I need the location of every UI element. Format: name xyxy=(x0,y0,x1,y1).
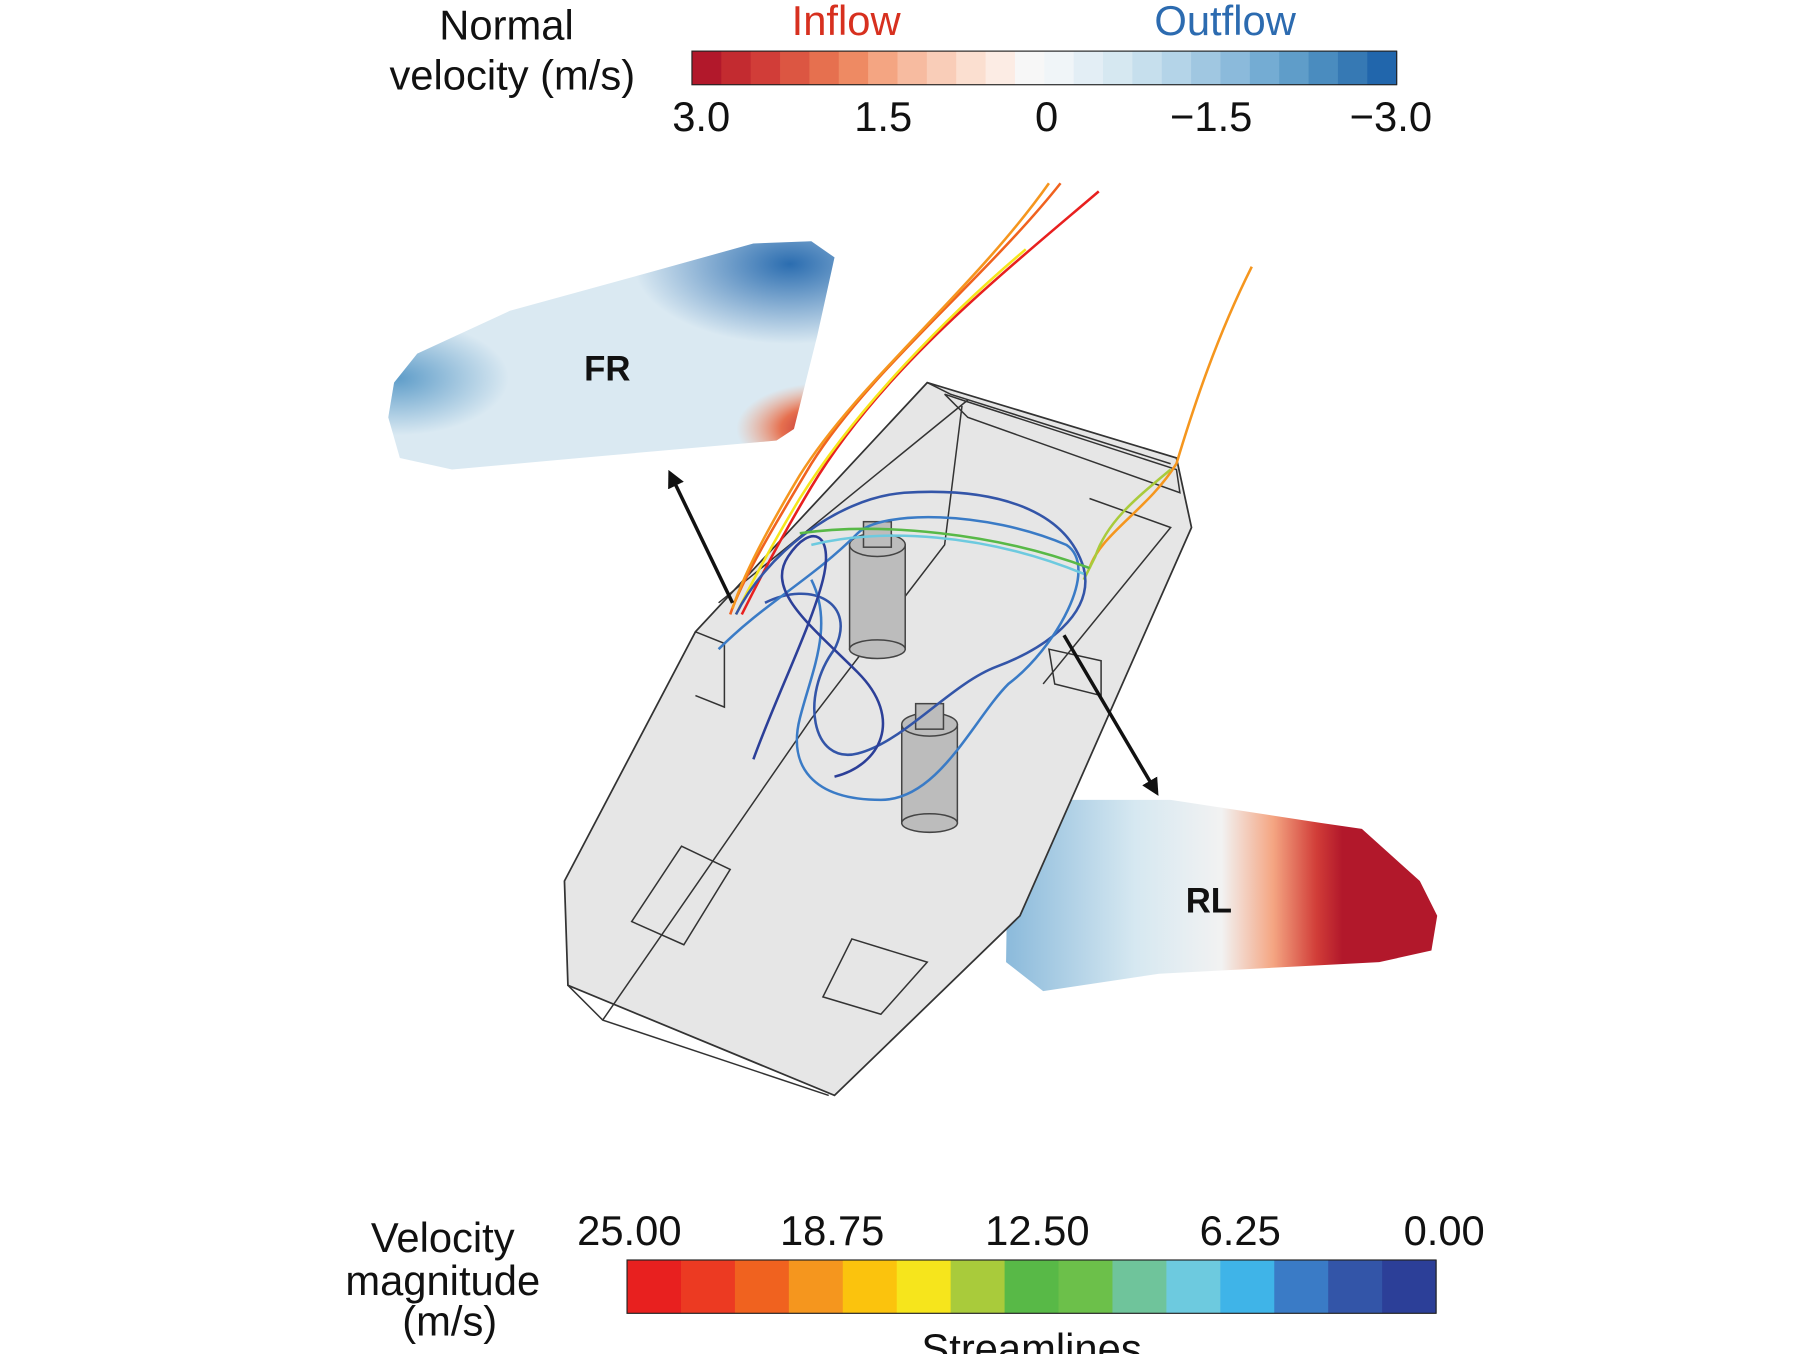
colorbar-caption: Streamlines xyxy=(921,1325,1141,1354)
colorbar-segment xyxy=(1220,51,1251,85)
colorbar-segment xyxy=(734,1260,790,1314)
rl-panel: RL xyxy=(1006,799,1438,992)
colorbar-segment xyxy=(1308,51,1339,85)
colorbar-segment xyxy=(1073,51,1104,85)
colorbar-segment xyxy=(926,51,957,85)
colorbar-segment xyxy=(721,51,752,85)
legend-title-line: (m/s) xyxy=(402,1297,497,1344)
colorbar-tick-label: 12.50 xyxy=(985,1207,1089,1254)
colorbar-segment xyxy=(750,51,781,85)
car-model xyxy=(563,381,1193,1097)
colorbar-segment xyxy=(1166,1260,1221,1314)
colorbar-segment xyxy=(896,1260,952,1314)
colorbar-segment xyxy=(956,51,987,85)
colorbar-segment xyxy=(1004,1260,1060,1314)
colorbar-segment xyxy=(691,51,722,85)
legend-title-line: velocity (m/s) xyxy=(389,51,635,98)
legend-title-line: Normal xyxy=(439,2,573,49)
colorbar-tick-label: 0.00 xyxy=(1404,1207,1485,1254)
colorbar-ticks: 25.00 18.75 12.50 6.25 0.00 xyxy=(577,1207,1485,1254)
colorbar-segment xyxy=(1220,1260,1275,1314)
colorbar xyxy=(691,51,1398,85)
colorbar-segment xyxy=(1103,51,1133,85)
colorbar-segment xyxy=(809,51,840,85)
colorbar-segment xyxy=(1161,51,1192,85)
colorbar-segment xyxy=(1249,51,1280,85)
streamlines xyxy=(717,182,1253,802)
colorbar-segment xyxy=(1014,51,1045,85)
callout-arrow xyxy=(1062,634,1159,796)
colorbar-tick-label: 25.00 xyxy=(577,1207,681,1254)
colorbar-frame xyxy=(626,1259,1437,1314)
colorbar-tick-label: −1.5 xyxy=(1170,93,1252,140)
colorbar-segment xyxy=(950,1260,1006,1314)
legend-title-line: Velocity xyxy=(371,1214,515,1261)
colorbar-segment xyxy=(1044,51,1075,85)
colorbar-segment xyxy=(780,51,810,85)
colorbar xyxy=(627,1260,1437,1314)
colorbar-segment xyxy=(1274,1260,1329,1314)
colorbar-tick-label: 0 xyxy=(1035,93,1058,140)
colorbar-ticks: 3.0 1.5 0 −1.5 −3.0 xyxy=(672,93,1432,140)
legend-title-line: magnitude xyxy=(345,1257,540,1304)
colorbar-segment xyxy=(868,51,899,85)
inflow-label: Inflow xyxy=(792,0,902,44)
colorbar-segment xyxy=(838,51,869,85)
colorbar-segment xyxy=(1382,1260,1437,1314)
colorbar-segment xyxy=(1112,1260,1167,1314)
colorbar-tick-label: 3.0 xyxy=(672,93,730,140)
fr-panel: FR xyxy=(388,241,835,470)
colorbar-segment xyxy=(842,1260,898,1314)
colorbar-segment xyxy=(1058,1260,1114,1314)
colorbar-segment xyxy=(1191,51,1222,85)
colorbar-segment xyxy=(1367,51,1398,85)
colorbar-frame xyxy=(691,50,1398,86)
outflow-label: Outflow xyxy=(1154,0,1296,44)
colorbar-segment xyxy=(1337,51,1368,85)
colorbar-segment xyxy=(1328,1260,1383,1314)
colorbar-segment xyxy=(788,1260,844,1314)
colorbar-segment xyxy=(627,1260,682,1314)
colorbar-segment xyxy=(680,1260,736,1314)
panel-label: RL xyxy=(1186,882,1232,920)
colorbar-segment xyxy=(897,51,928,85)
colorbar-tick-label: 6.25 xyxy=(1200,1207,1281,1254)
colorbar-tick-label: 18.75 xyxy=(780,1207,884,1254)
colorbar-tick-label: 1.5 xyxy=(854,93,912,140)
colorbar-segment xyxy=(1279,51,1310,85)
colorbar-segment xyxy=(1132,51,1163,85)
callout-arrow xyxy=(668,469,735,604)
colorbar-tick-label: −3.0 xyxy=(1350,93,1432,140)
colorbar-segment xyxy=(985,51,1016,85)
panel-label: FR xyxy=(584,350,630,388)
